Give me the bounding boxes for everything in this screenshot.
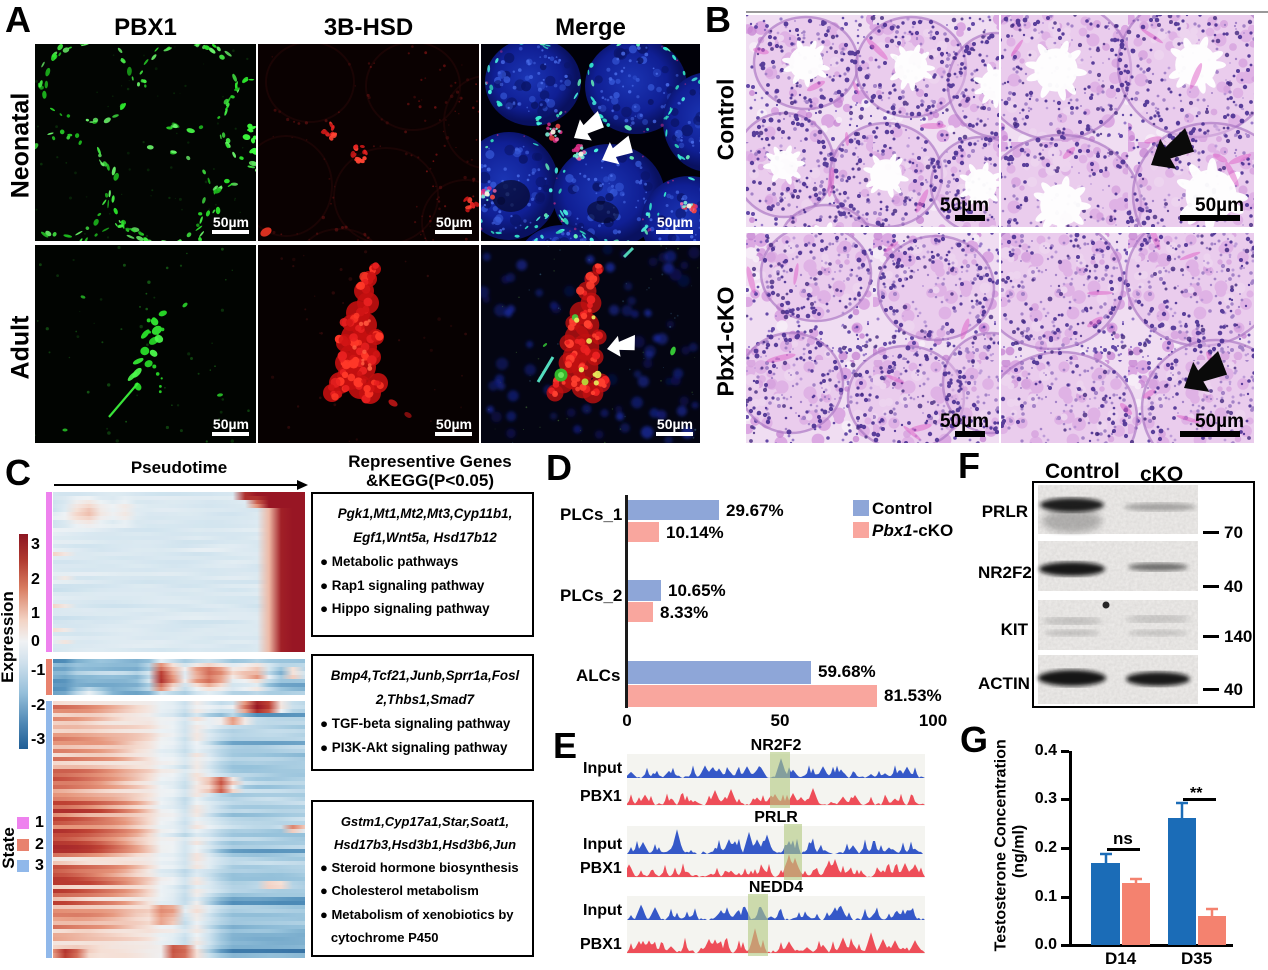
- svg-text:50µm: 50µm: [657, 416, 693, 432]
- svg-text:50µm: 50µm: [940, 195, 989, 216]
- svg-text:50µm: 50µm: [657, 214, 693, 230]
- svg-text:50µm: 50µm: [1195, 195, 1244, 216]
- svg-text:50µm: 50µm: [436, 416, 472, 432]
- svg-text:50µm: 50µm: [213, 416, 249, 432]
- svg-text:50µm: 50µm: [1195, 411, 1244, 432]
- svg-text:50µm: 50µm: [940, 411, 989, 432]
- svg-text:50µm: 50µm: [436, 214, 472, 230]
- svg-text:50µm: 50µm: [213, 214, 249, 230]
